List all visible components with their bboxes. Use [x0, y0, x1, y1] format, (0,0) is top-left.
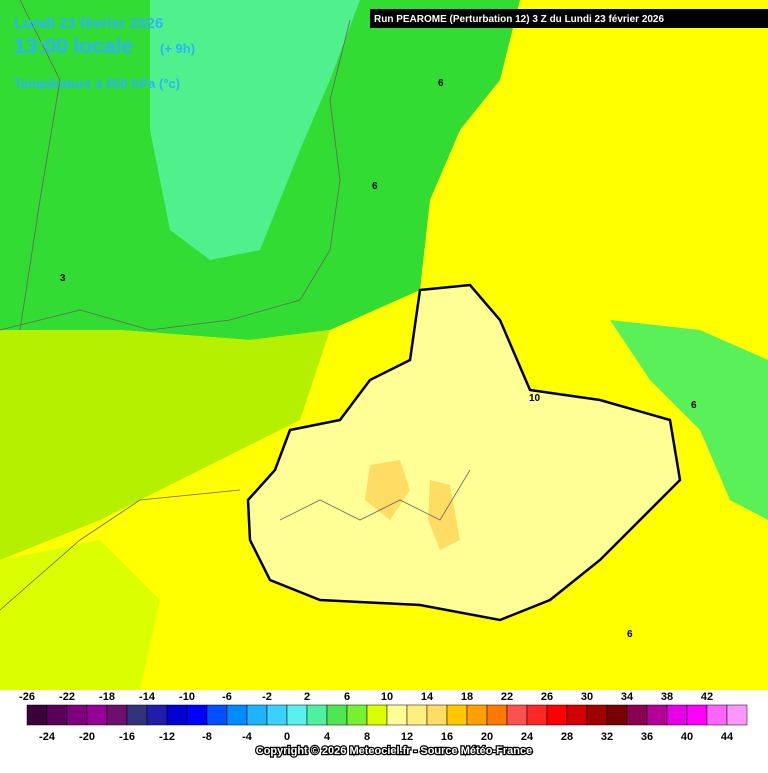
colorbar-swatch	[326, 704, 348, 726]
legend-area	[0, 690, 768, 768]
colorbar-label: -8	[202, 731, 212, 743]
colorbar-label: 22	[501, 691, 513, 703]
colorbar-label: 12	[401, 731, 413, 743]
colorbar-swatch	[46, 704, 68, 726]
colorbar-swatch	[26, 704, 48, 726]
colorbar-label: 44	[721, 731, 734, 743]
colorbar-label: 2	[304, 691, 310, 703]
lime-zone	[0, 330, 330, 560]
colorbar-swatch	[106, 704, 128, 726]
colorbar-swatch	[366, 704, 388, 726]
colorbar-label: -16	[119, 731, 135, 743]
contour-label: 6	[627, 629, 633, 640]
lime-zone-south	[0, 540, 160, 690]
colorbar-swatch	[506, 704, 528, 726]
colorbar-label: 20	[481, 731, 493, 743]
parameter: Température à 850 hPa (°c)	[14, 76, 180, 91]
colorbar-label: -4	[242, 731, 253, 743]
colorbar-swatch	[86, 704, 108, 726]
colorbar-label: 30	[581, 691, 593, 703]
colorbar-label: -18	[99, 691, 115, 703]
colorbar-label: 32	[601, 731, 613, 743]
colorbar-label: 38	[661, 691, 673, 703]
colorbar-swatch	[286, 704, 308, 726]
colorbar-swatch	[486, 704, 508, 726]
run-title: Run PEAROME (Perturbation 12) 3 Z du Lun…	[374, 14, 664, 25]
colorbar-label: -24	[39, 731, 56, 743]
warm-zone	[246, 283, 682, 622]
colorbar-swatch	[666, 704, 688, 726]
copyright: Copyright © 2026 Meteociel.fr - Source M…	[256, 745, 532, 757]
colorbar-label: -22	[59, 691, 75, 703]
colorbar-label: -12	[159, 731, 175, 743]
colorbar-swatch	[566, 704, 588, 726]
run-banner	[370, 9, 768, 28]
colorbar-swatch	[266, 704, 288, 726]
contour-label: 3	[60, 273, 66, 284]
colorbar-swatch	[686, 704, 708, 726]
colorbar-swatch	[186, 704, 208, 726]
colorbar-swatch	[606, 704, 628, 726]
colorbar-label: -2	[262, 691, 272, 703]
colorbar-label: 10	[381, 691, 393, 703]
colorbar-swatch	[426, 704, 448, 726]
borders	[0, 0, 471, 611]
colorbar-label: 24	[521, 731, 534, 743]
colorbar-label: -10	[179, 691, 195, 703]
colorbar-label: 28	[561, 731, 573, 743]
offset: (+ 9h)	[160, 41, 195, 56]
colorbar-swatch	[246, 704, 268, 726]
colorbar-label: 42	[701, 691, 713, 703]
contour-label: 6	[691, 400, 697, 411]
green-zone-east	[610, 320, 768, 520]
warmest-zone	[365, 460, 460, 550]
contour-label: 6	[438, 78, 444, 89]
colorbar-label: 6	[344, 691, 350, 703]
colorbar-label: 0	[284, 731, 290, 743]
colorbar-label: 18	[461, 691, 473, 703]
colorbar-swatch	[386, 704, 408, 726]
colorbar-label: 36	[641, 731, 653, 743]
colorbar-swatch	[546, 704, 568, 726]
colorbar-label: -26	[19, 691, 35, 703]
time-title: 13:00 locale	[14, 35, 133, 58]
colorbar-label: 14	[421, 691, 434, 703]
colorbar-label: -6	[222, 691, 232, 703]
colorbar-swatch	[206, 704, 228, 726]
colorbar-swatch	[146, 704, 168, 726]
colorbar-swatch	[626, 704, 648, 726]
colorbar-swatch	[446, 704, 468, 726]
colorbar-swatch	[166, 704, 188, 726]
colorbar-swatch	[466, 704, 488, 726]
colorbar-swatch	[126, 704, 148, 726]
contour-label: 6	[372, 181, 378, 192]
colorbar-label: 8	[364, 731, 370, 743]
colorbar-swatch	[66, 704, 88, 726]
colorbar-swatch	[306, 704, 328, 726]
colorbar-label: 34	[621, 691, 634, 703]
colorbar-swatch	[706, 704, 728, 726]
colorbar-swatch	[586, 704, 608, 726]
cool-zone	[150, 0, 360, 260]
colorbar-label: 4	[324, 731, 331, 743]
colorbar-swatch	[726, 704, 748, 726]
colorbar-label: -20	[79, 731, 95, 743]
contour-label: 10	[529, 393, 541, 404]
colorbar-label: -14	[139, 691, 156, 703]
colorbar-label: 26	[541, 691, 553, 703]
colorbar-swatch	[406, 704, 428, 726]
colorbar-swatch	[646, 704, 668, 726]
colorbar-label: 40	[681, 731, 693, 743]
colorbar-swatch	[526, 704, 548, 726]
colorbar-swatch	[226, 704, 248, 726]
colorbar-label: 16	[441, 731, 453, 743]
colorbar-swatch	[346, 704, 368, 726]
date-title: Lundi 23 février 2026	[14, 15, 163, 32]
